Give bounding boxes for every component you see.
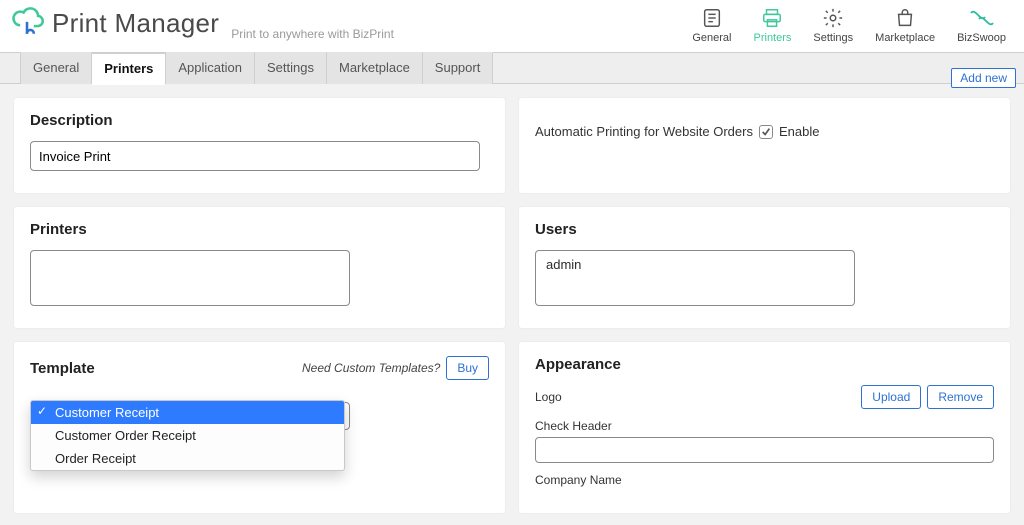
template-option-customer-receipt[interactable]: Customer Receipt <box>31 401 344 424</box>
company-name-label: Company Name <box>535 473 994 487</box>
tab-printers[interactable]: Printers <box>92 53 166 85</box>
users-card: Users admin <box>519 207 1010 328</box>
list-icon <box>698 6 726 30</box>
check-header-input[interactable] <box>535 437 994 463</box>
tab-settings[interactable]: Settings <box>255 52 327 84</box>
description-card: Description <box>14 98 505 193</box>
brand-subtitle: Print to anywhere with BizPrint <box>231 27 394 41</box>
topnav-label: BizSwoop <box>957 32 1006 44</box>
topnav-marketplace[interactable]: Marketplace <box>875 6 935 44</box>
auto-print-card: Automatic Printing for Website Orders En… <box>519 98 1010 193</box>
appearance-card: Appearance Logo Upload Remove Check Head… <box>519 342 1010 513</box>
page-body: Description Automatic Printing for Websi… <box>0 84 1024 525</box>
brand-title: Print Manager <box>52 8 219 39</box>
template-card: Template Need Custom Templates? Buy Cust… <box>14 342 505 513</box>
cloud-logo-icon <box>10 6 44 41</box>
template-dropdown: Customer Receipt Customer Order Receipt … <box>30 400 345 471</box>
template-option-order-receipt[interactable]: Order Receipt <box>31 447 344 470</box>
check-header-label: Check Header <box>535 419 994 433</box>
topnav-settings[interactable]: Settings <box>813 6 853 44</box>
tabs-row: General Printers Application Settings Ma… <box>0 52 1024 84</box>
users-heading: Users <box>535 221 994 238</box>
top-bar: Print Manager Print to anywhere with Biz… <box>0 0 1024 50</box>
printer-icon <box>758 6 786 30</box>
remove-button[interactable]: Remove <box>927 385 994 409</box>
topnav-label: General <box>692 32 731 44</box>
logo-label: Logo <box>535 390 562 404</box>
template-note: Need Custom Templates? <box>302 361 440 375</box>
users-value: admin <box>546 257 581 272</box>
printers-heading: Printers <box>30 221 489 238</box>
upload-button[interactable]: Upload <box>861 385 921 409</box>
add-new-button[interactable]: Add new <box>951 68 1016 88</box>
tab-application[interactable]: Application <box>166 52 255 84</box>
tab-general[interactable]: General <box>20 52 92 84</box>
topnav-label: Settings <box>813 32 853 44</box>
gear-icon <box>819 6 847 30</box>
auto-print-label: Automatic Printing for Website Orders <box>535 124 753 139</box>
topnav-printers[interactable]: Printers <box>754 6 792 44</box>
template-option-customer-order-receipt[interactable]: Customer Order Receipt <box>31 424 344 447</box>
bag-icon <box>891 6 919 30</box>
tab-support[interactable]: Support <box>423 52 494 84</box>
appearance-heading: Appearance <box>535 356 994 373</box>
brand: Print Manager Print to anywhere with Biz… <box>10 6 394 41</box>
description-input[interactable] <box>30 141 480 171</box>
buy-button[interactable]: Buy <box>446 356 489 380</box>
description-heading: Description <box>30 112 489 129</box>
topnav-label: Marketplace <box>875 32 935 44</box>
bizswoop-icon <box>968 6 996 30</box>
topnav-general[interactable]: General <box>692 6 731 44</box>
tab-marketplace[interactable]: Marketplace <box>327 52 423 84</box>
topnav-label: Printers <box>754 32 792 44</box>
auto-print-checkbox[interactable] <box>759 125 773 139</box>
printers-card: Printers <box>14 207 505 328</box>
users-select[interactable]: admin <box>535 250 855 306</box>
topnav-bizswoop[interactable]: BizSwoop <box>957 6 1006 44</box>
top-nav: General Printers Settings Marketplace Bi… <box>692 6 1014 44</box>
template-heading: Template <box>30 360 95 377</box>
printers-select[interactable] <box>30 250 350 306</box>
auto-print-enable-label: Enable <box>779 124 819 139</box>
